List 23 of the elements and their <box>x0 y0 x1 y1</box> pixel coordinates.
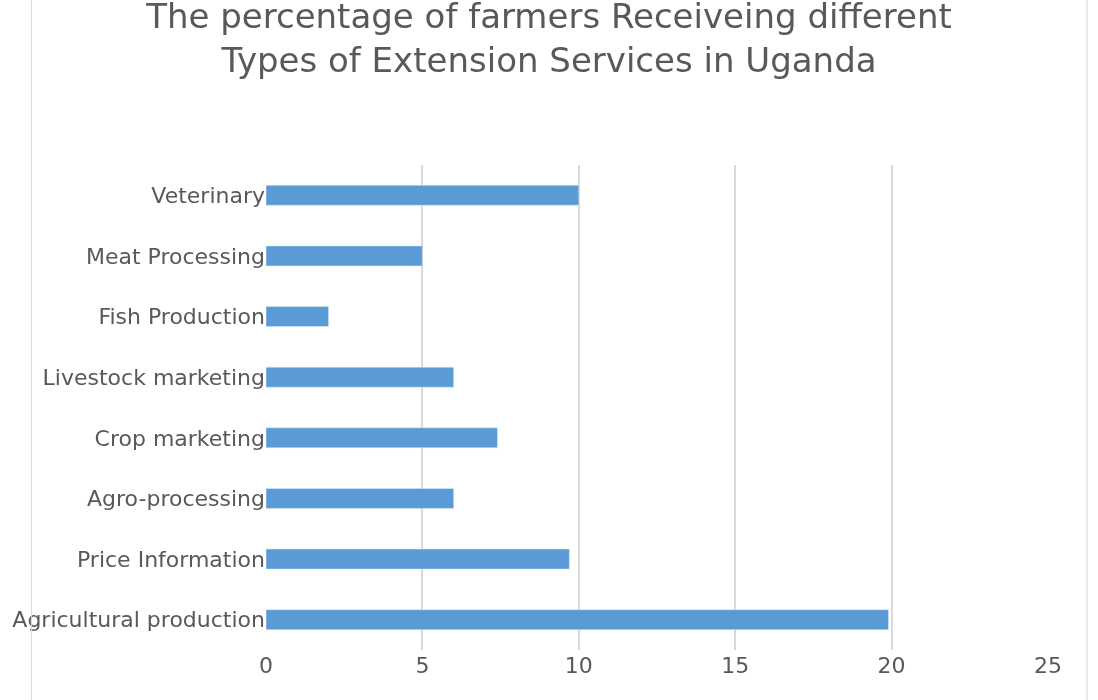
y-tick-label: Meat Processing <box>85 243 265 269</box>
x-tick-label: 15 <box>721 653 750 678</box>
bar <box>266 548 570 570</box>
y-tick-label: Agricultural production <box>12 607 265 633</box>
y-tick-label: Livestock marketing <box>42 364 265 390</box>
bar <box>266 306 329 327</box>
bar <box>266 366 454 388</box>
y-tick-label: Agro-processing <box>87 486 265 512</box>
x-tick-label: 0 <box>259 653 273 678</box>
y-tick-label: Veterinary <box>151 183 265 209</box>
x-tick-label: 20 <box>877 653 906 678</box>
bar <box>266 609 889 630</box>
bar <box>266 488 454 509</box>
y-tick-label: Price Information <box>76 546 265 572</box>
bar <box>266 427 498 449</box>
bar <box>266 185 580 206</box>
y-tick-label: Crop marketing <box>94 425 265 451</box>
x-tick-label: 5 <box>415 653 430 678</box>
y-tick-label: Fish Production <box>98 304 265 330</box>
bar <box>266 245 423 267</box>
x-tick-label: 25 <box>1034 653 1062 678</box>
x-tick-label: 10 <box>564 653 593 678</box>
chart-title: The percentage of farmers Receiveing different Types of Extension Services in Uganda <box>145 0 952 81</box>
